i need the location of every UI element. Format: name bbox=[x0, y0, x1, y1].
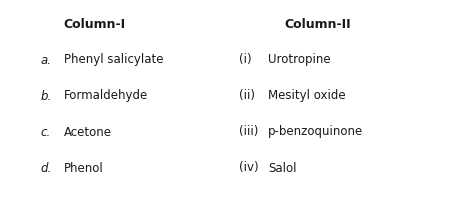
Text: Urotropine: Urotropine bbox=[268, 53, 330, 66]
Text: b.: b. bbox=[40, 90, 52, 102]
Text: Column-II: Column-II bbox=[284, 18, 351, 30]
Text: Column-I: Column-I bbox=[64, 18, 126, 30]
Text: (i): (i) bbox=[239, 53, 252, 66]
Text: Mesityl oxide: Mesityl oxide bbox=[268, 90, 346, 102]
Text: a.: a. bbox=[40, 53, 51, 66]
Text: Acetone: Acetone bbox=[64, 126, 112, 138]
Text: Phenol: Phenol bbox=[64, 162, 104, 174]
Text: c.: c. bbox=[40, 126, 51, 138]
Text: (iii): (iii) bbox=[239, 126, 259, 138]
Text: Phenyl salicylate: Phenyl salicylate bbox=[64, 53, 164, 66]
Text: (iv): (iv) bbox=[239, 162, 259, 174]
Text: (ii): (ii) bbox=[239, 90, 255, 102]
Text: Formaldehyde: Formaldehyde bbox=[64, 90, 148, 102]
Text: d.: d. bbox=[40, 162, 52, 174]
Text: Salol: Salol bbox=[268, 162, 296, 174]
Text: p-benzoquinone: p-benzoquinone bbox=[268, 126, 363, 138]
